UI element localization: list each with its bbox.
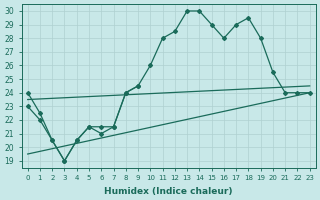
X-axis label: Humidex (Indice chaleur): Humidex (Indice chaleur) <box>104 187 233 196</box>
